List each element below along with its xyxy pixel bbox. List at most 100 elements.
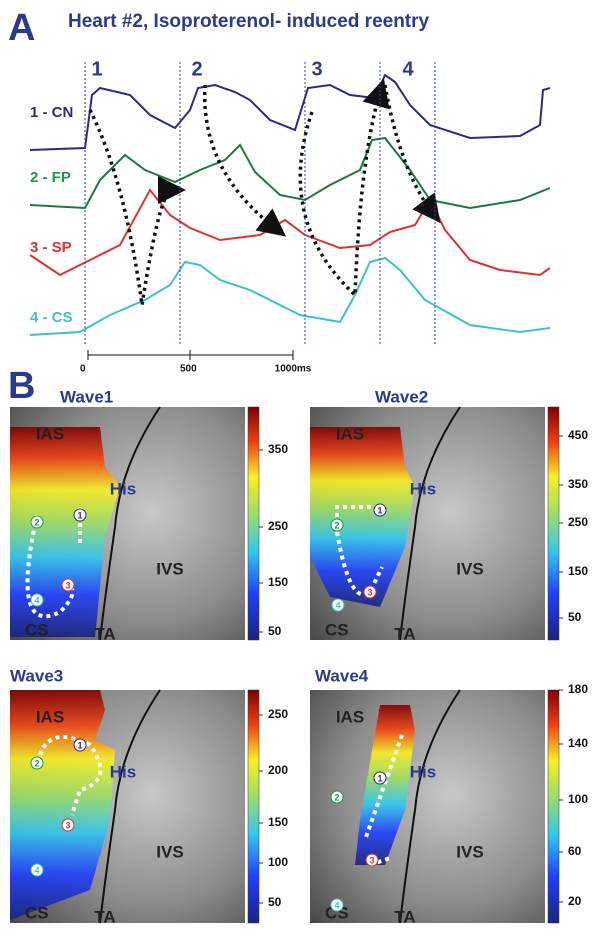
time-tick-label: 1000ms bbox=[275, 364, 312, 375]
colorbar-tick-label: 50 bbox=[268, 895, 282, 909]
activation-map: IAS His IVS CS TA 1 2 3 4 bbox=[10, 689, 245, 926]
map-title: Wave2 bbox=[375, 387, 428, 406]
anatomy-label: His bbox=[110, 762, 136, 781]
site-marker bbox=[363, 585, 377, 599]
colorbar-tick-label: 150 bbox=[268, 575, 288, 589]
colorbar-tick-label: 50 bbox=[568, 610, 582, 624]
activation-region bbox=[310, 427, 415, 607]
colorbar bbox=[547, 689, 560, 924]
colorbar-tick-label: 150 bbox=[268, 815, 288, 829]
map-title: Wave1 bbox=[60, 387, 113, 406]
anatomy-label: His bbox=[410, 479, 436, 498]
traces bbox=[29, 73, 551, 336]
colorbar-tick-label: 180 bbox=[568, 682, 588, 696]
site-marker-label: 4 bbox=[335, 600, 340, 610]
anatomy-label: IAS bbox=[36, 424, 64, 443]
wavefront-path bbox=[38, 735, 103, 816]
site-marker bbox=[30, 863, 44, 877]
colorbar bbox=[247, 406, 260, 641]
site-marker-label: 1 bbox=[377, 773, 382, 783]
activation-region bbox=[10, 427, 120, 637]
tricuspid-annulus bbox=[99, 406, 161, 641]
anatomy-label: His bbox=[110, 479, 136, 498]
wavefront-path bbox=[335, 505, 385, 597]
anatomy-label: CS bbox=[25, 620, 49, 639]
anatomy-label: TA bbox=[94, 624, 115, 643]
anatomy-label: CS bbox=[325, 620, 349, 639]
activation-map: IAS His IVS CS TA 1 2 3 4 bbox=[310, 689, 545, 926]
site-marker-label: 4 bbox=[34, 595, 39, 605]
site-marker bbox=[61, 578, 75, 592]
site-marker bbox=[30, 515, 44, 529]
colorbar-tick-label: 350 bbox=[268, 442, 288, 456]
anatomy-label: IAS bbox=[336, 424, 364, 443]
trace-label: 1 - CN bbox=[30, 104, 73, 121]
site-marker bbox=[373, 771, 387, 785]
colorbar-tick-label: 140 bbox=[568, 736, 588, 750]
tricuspid-annulus bbox=[399, 406, 461, 641]
anatomy-label: IVS bbox=[456, 559, 483, 578]
colorbar-tick-label: 350 bbox=[568, 477, 588, 491]
colorbar bbox=[547, 406, 560, 641]
trace-cn bbox=[29, 73, 551, 151]
panel-letter: A bbox=[8, 7, 35, 49]
colorbar-tick-label: 20 bbox=[568, 894, 582, 908]
anatomy-label: IVS bbox=[456, 842, 483, 861]
site-marker-label: 3 bbox=[367, 587, 372, 597]
trace-cs bbox=[29, 256, 551, 336]
activation-map: IAS His IVS CS TA 1 2 3 4 bbox=[10, 406, 245, 643]
conduction-arrows bbox=[88, 78, 441, 306]
site-marker-label: 2 bbox=[334, 792, 339, 802]
trace-label: 3 - SP bbox=[30, 239, 72, 256]
site-marker bbox=[365, 853, 379, 867]
time-tick-label: 0 bbox=[80, 364, 86, 375]
panel-title: Heart #2, Isoproterenol- induced reentry bbox=[68, 11, 430, 32]
anatomy-label: TA bbox=[394, 624, 415, 643]
beat-label: 1 bbox=[91, 58, 102, 80]
tricuspid-annulus bbox=[99, 689, 161, 924]
site-marker-label: 1 bbox=[77, 740, 82, 750]
site-marker bbox=[373, 503, 387, 517]
anatomy-label: TA bbox=[394, 907, 415, 926]
colorbar-tick-label: 250 bbox=[268, 519, 288, 533]
anatomy-label: TA bbox=[94, 907, 115, 926]
time-tick-label: 500 bbox=[180, 364, 197, 375]
anatomy-label: IVS bbox=[156, 559, 183, 578]
colorbar-tick-label: 150 bbox=[568, 564, 588, 578]
anatomy-label: His bbox=[410, 762, 436, 781]
colorbar-tick-label: 250 bbox=[568, 515, 588, 529]
site-marker bbox=[30, 756, 44, 770]
colorbar-tick-label: 60 bbox=[568, 844, 582, 858]
heart-image bbox=[310, 690, 545, 923]
trace-label: 2 - FP bbox=[30, 169, 71, 186]
anatomy-label: IAS bbox=[336, 707, 364, 726]
site-marker bbox=[61, 818, 75, 832]
site-marker bbox=[331, 598, 345, 612]
colorbar-tick-label: 50 bbox=[268, 624, 282, 638]
beat-lines bbox=[84, 62, 436, 345]
wavefront-path bbox=[25, 507, 82, 619]
site-marker bbox=[330, 898, 344, 912]
colorbar-tick-label: 450 bbox=[568, 428, 588, 442]
beat-label: 2 bbox=[191, 58, 202, 80]
map-title: Wave3 bbox=[10, 666, 63, 685]
anatomy-label: IVS bbox=[156, 842, 183, 861]
site-marker-label: 4 bbox=[34, 865, 39, 875]
site-marker-label: 3 bbox=[65, 580, 70, 590]
site-marker bbox=[73, 508, 87, 522]
site-marker-label: 3 bbox=[369, 855, 374, 865]
site-marker-label: 4 bbox=[334, 900, 339, 910]
site-marker bbox=[30, 593, 44, 607]
site-marker-label: 1 bbox=[77, 510, 82, 520]
beat-label: 4 bbox=[402, 58, 414, 80]
site-marker bbox=[73, 738, 87, 752]
trace-label: 4 - CS bbox=[30, 309, 73, 326]
anatomy-label: CS bbox=[325, 903, 349, 922]
beat-label: 3 bbox=[311, 58, 322, 80]
colorbar-tick-label: 100 bbox=[268, 855, 288, 869]
activation-map: IAS His IVS CS TA 1 2 3 4 bbox=[310, 406, 545, 643]
site-marker bbox=[330, 790, 344, 804]
colorbar-tick-label: 100 bbox=[568, 792, 588, 806]
panel-letter: B bbox=[8, 365, 35, 407]
